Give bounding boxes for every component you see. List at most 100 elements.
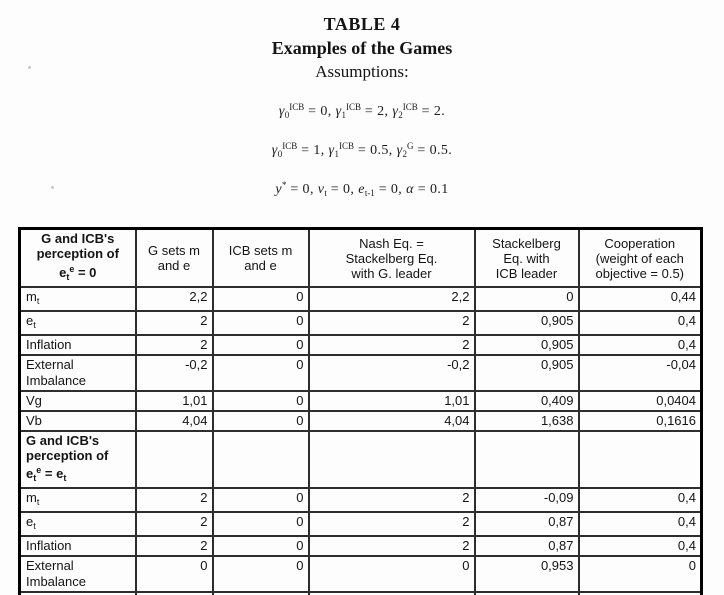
- value-cell: 0,87: [473, 535, 580, 557]
- value-cell: 2: [307, 310, 476, 336]
- value-cell: 0,4: [577, 511, 703, 537]
- column-header: Nash Eq. = Stackelberg Eq. with G. leader: [307, 227, 476, 288]
- value-cell: 0,87: [473, 511, 580, 537]
- value-cell: 0: [211, 511, 310, 537]
- title-block: TABLE 4 Examples of the Games Assumption…: [0, 14, 724, 82]
- row-label-cell: mt: [18, 487, 137, 513]
- value-cell: 2: [307, 535, 476, 557]
- column-header: ICB sets m and e: [211, 227, 310, 288]
- value-cell: 2: [134, 334, 214, 356]
- empty-cell: [211, 430, 310, 489]
- value-cell: 0,905: [473, 334, 580, 356]
- table-row: mt 2,2 0 2,2 0 0,44: [18, 286, 703, 312]
- empty-cell: [307, 430, 476, 489]
- row-label-cell: Vb: [18, 410, 137, 432]
- scan-speck: [51, 186, 54, 189]
- value-cell: 2: [307, 511, 476, 537]
- table-subtitle: Examples of the Games: [271, 38, 453, 58]
- row-label-cell: mt: [18, 286, 137, 312]
- row-label-cell: et: [18, 310, 137, 336]
- value-cell: 0: [211, 555, 310, 593]
- equation-line: y* = 0, vt = 0, et-1 = 0, α = 0.1: [275, 180, 449, 198]
- value-cell: 0: [211, 354, 310, 392]
- value-cell: 0: [134, 555, 214, 593]
- value-cell: 2: [134, 487, 214, 513]
- value-cell: 0,1616: [577, 410, 703, 432]
- row-label-cell: External Imbalance: [18, 354, 137, 392]
- row-label-cell: et: [18, 511, 137, 537]
- value-cell: 2: [307, 334, 476, 356]
- table-row: Vb 4,04 0 4,04 1,638 0,1616: [18, 410, 703, 432]
- value-cell: 0,0404: [577, 390, 703, 412]
- row-label-cell: Vg: [18, 390, 137, 412]
- row-label-cell: Inflation: [18, 535, 137, 557]
- value-cell: 2: [307, 487, 476, 513]
- value-cell: -0,2: [307, 354, 476, 392]
- table-row: mt 2 0 2 -0,09 0,4: [18, 487, 703, 513]
- table-row: Inflation 2 0 2 0,905 0,4: [18, 334, 703, 356]
- scan-speck: [28, 66, 31, 69]
- column-header: Stackelberg Eq. with ICB leader: [473, 227, 580, 288]
- value-cell: 0: [211, 410, 310, 432]
- value-cell: 0: [473, 286, 580, 312]
- table-row: Vg 1,01 0 1,01 0,409 0,0404: [18, 390, 703, 412]
- value-cell: -0,04: [577, 354, 703, 392]
- value-cell: 2: [134, 535, 214, 557]
- value-cell: 1,01: [307, 390, 476, 412]
- empty-cell: [577, 430, 703, 489]
- value-cell: 2: [134, 511, 214, 537]
- assumptions-label: Assumptions:: [315, 62, 409, 81]
- value-cell: 4,04: [134, 410, 214, 432]
- value-cell: 2,2: [307, 286, 476, 312]
- table-body: mt 2,2 0 2,2 0 0,44 et 2 0 2 0,905 0,4 Inflation 2 0 2 0…: [18, 286, 703, 595]
- table-number-title: TABLE 4: [323, 14, 401, 34]
- value-cell: 0: [211, 487, 310, 513]
- table-row: Vg1010,4140,04: [18, 591, 703, 595]
- assumptions-equations: γ0ICB = 0, γ1ICB = 2, γ2ICB = 2. γ0ICB = …: [0, 102, 724, 219]
- table-row: External Imbalance -0,2 0 -0,2 0,905 -0,04: [18, 354, 703, 392]
- header-formula: ete = 0: [59, 264, 97, 282]
- value-cell: 2,2: [134, 286, 214, 312]
- equation-line: γ0ICB = 1, γ1ICB = 0.5, γ2G = 0.5.: [271, 141, 453, 159]
- value-cell: 2: [134, 310, 214, 336]
- value-cell: 0: [211, 535, 310, 557]
- table-row: External Imbalance 0 0 0 0,953 0: [18, 555, 703, 593]
- empty-cell: [473, 430, 580, 489]
- value-cell: 0: [211, 310, 310, 336]
- value-cell: 0,44: [577, 286, 703, 312]
- value-cell: 0,4: [577, 535, 703, 557]
- row-label-cell: External Imbalance: [18, 555, 137, 593]
- section-header-row: G and ICB's perception of ete = et: [18, 430, 703, 489]
- value-cell: 0: [211, 334, 310, 356]
- value-cell: 0,953: [473, 555, 580, 593]
- value-cell: 0,4: [577, 334, 703, 356]
- value-cell: 0: [577, 555, 703, 593]
- value-cell: -0,2: [134, 354, 214, 392]
- table-row: et 2 0 2 0,905 0,4: [18, 310, 703, 336]
- value-cell: 0: [307, 555, 476, 593]
- equation-line: γ0ICB = 0, γ1ICB = 2, γ2ICB = 2.: [278, 102, 446, 120]
- value-cell: 0,905: [473, 354, 580, 392]
- section-header-cell: G and ICB's perception of ete = et: [18, 430, 137, 489]
- value-cell: 0,905: [473, 310, 580, 336]
- empty-cell: [134, 430, 214, 489]
- table-row: Inflation 2 0 2 0,87 0,4: [18, 535, 703, 557]
- value-cell: 4,04: [307, 410, 476, 432]
- table-row: et 2 0 2 0,87 0,4: [18, 511, 703, 537]
- value-cell: 0,4: [577, 487, 703, 513]
- row-label-cell: Inflation: [18, 334, 137, 356]
- value-cell: -0,09: [473, 487, 580, 513]
- value-cell: 1,638: [473, 410, 580, 432]
- column-header: Cooperation (weight of each objective = 0.…: [577, 227, 703, 288]
- value-cell: 0,4: [577, 310, 703, 336]
- value-cell: 0: [211, 390, 310, 412]
- value-cell: 0: [211, 286, 310, 312]
- column-header: G and ICB's perception of ete = 0: [18, 227, 137, 288]
- value-cell: 0,409: [473, 390, 580, 412]
- column-header: G sets m and e: [134, 227, 214, 288]
- value-cell: 1,01: [134, 390, 214, 412]
